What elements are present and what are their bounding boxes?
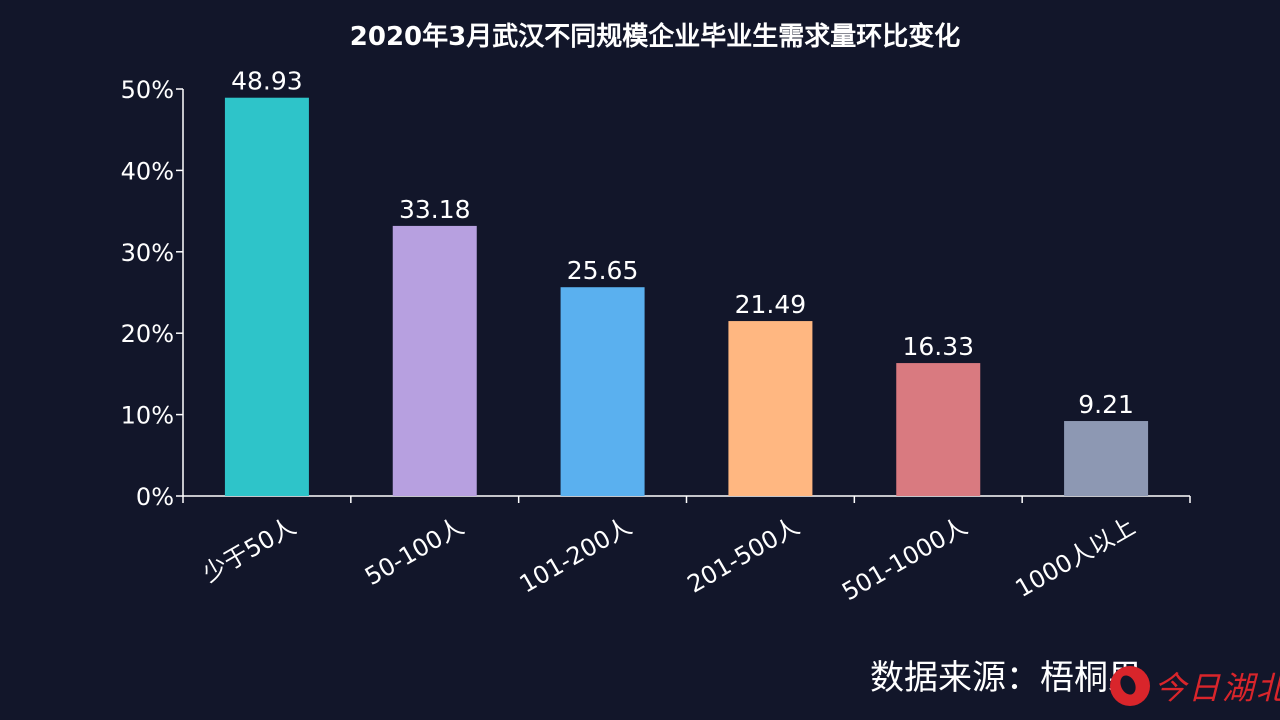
y-tick-label: 50% [121,76,174,104]
bar [224,97,309,496]
category-label: 201-500人 [683,512,805,598]
y-tick-label: 30% [121,239,174,267]
brand-logo: 今日湖北 [1110,664,1280,708]
category-label: 50-100人 [360,512,468,591]
category-label: 501-1000人 [837,512,972,606]
chart-axes: 0% 10% 20% 30% 40% 50% [121,76,1191,511]
data-label: 25.65 [567,256,639,285]
bar [560,287,645,496]
data-label: 21.49 [735,290,807,319]
logo-mark-icon [1110,666,1150,706]
category-label: 101-200人 [515,512,637,598]
labels-group: 48.93 少于50人 33.18 50-100人 25.65 101-200人 21.49… [198,67,1140,606]
data-label: 16.33 [902,332,974,361]
bars-group [224,97,1149,496]
source-note: 数据来源：梧桐果 [870,658,1142,698]
bar [1064,421,1149,496]
bar [392,225,477,496]
chart-title: 2020年3月武汉不同规模企业毕业生需求量环比变化 [350,21,960,52]
category-label: 少于50人 [198,512,301,588]
bar [728,321,813,496]
data-label: 33.18 [399,195,471,224]
y-tick-label: 20% [121,320,174,348]
y-tick-label: 10% [121,402,174,430]
data-label: 48.93 [231,67,303,96]
category-label: 1000人以上 [1011,512,1140,603]
bar [896,363,981,496]
y-tick-label: 0% [136,483,174,511]
data-label: 9.21 [1078,390,1134,419]
logo-text: 今日湖北 [1154,669,1280,707]
y-tick-label: 40% [121,157,174,185]
